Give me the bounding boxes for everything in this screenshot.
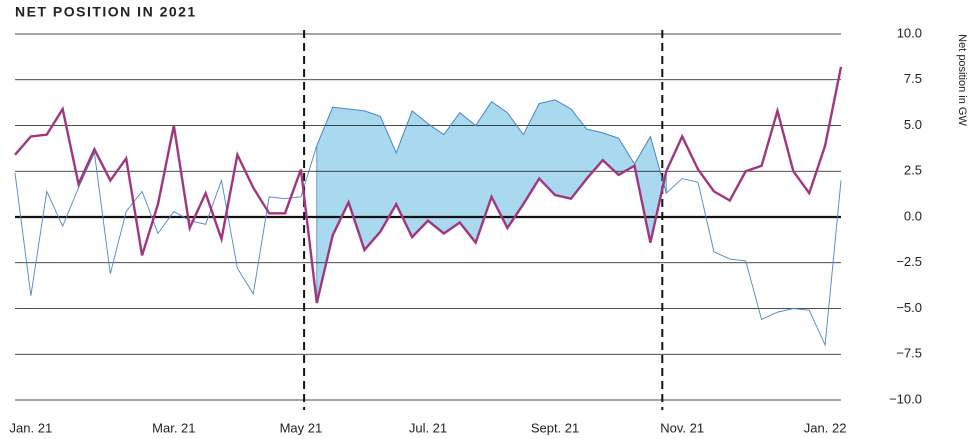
y-tick-label: 0.0 bbox=[904, 208, 922, 223]
x-tick-label: Jan. 22 bbox=[804, 420, 847, 435]
x-tick-label: Nov. 21 bbox=[660, 420, 704, 435]
x-tick-label: Jul. 21 bbox=[409, 420, 447, 435]
chart-title: NET POSITION IN 2021 bbox=[15, 4, 197, 20]
y-axis-label: Net position in GW bbox=[956, 34, 968, 126]
line-series bbox=[14, 66, 843, 304]
x-tick-label: Mar. 21 bbox=[152, 420, 195, 435]
y-tick-label: 5.0 bbox=[904, 117, 922, 132]
y-tick-label: −10.0 bbox=[889, 391, 922, 406]
y-tick-label: −7.5 bbox=[896, 346, 922, 361]
y-tick-label: −5.0 bbox=[896, 300, 922, 315]
x-tick-label: Jan. 21 bbox=[10, 420, 53, 435]
x-tick-label: Sept. 21 bbox=[531, 420, 579, 435]
y-tick-label: 10.0 bbox=[897, 25, 922, 40]
y-tick-label: 2.5 bbox=[904, 163, 922, 178]
x-tick-label: May 21 bbox=[280, 420, 323, 435]
y-tick-label: 7.5 bbox=[904, 71, 922, 86]
shaded-area bbox=[316, 99, 667, 304]
y-tick-label: −2.5 bbox=[896, 254, 922, 269]
